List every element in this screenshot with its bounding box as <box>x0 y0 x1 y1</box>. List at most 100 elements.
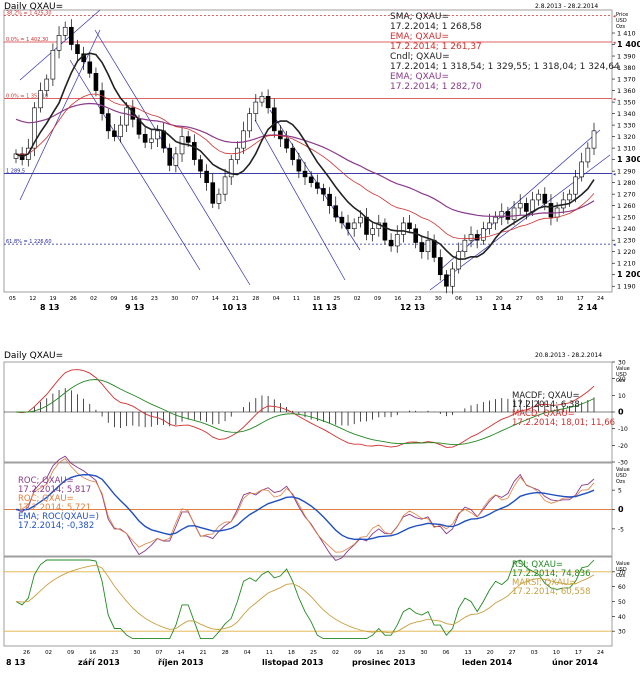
hline-label-0: 38.2% = 1 425,30 <box>6 10 52 16</box>
bottom-x-month-label-5: leden 2014 <box>462 658 513 667</box>
candle-body-45 <box>290 147 296 160</box>
candle-body-67 <box>425 239 431 253</box>
bottom-x-day-label-23: 03 <box>531 650 538 656</box>
x-day-label-29: 24 <box>597 296 604 302</box>
x-month-label-5: 1 14 <box>492 303 512 312</box>
x-day-label-3: 26 <box>70 296 77 302</box>
y-tick-label-10: 1 310 <box>617 145 636 153</box>
hline-marker-0: ◂ <box>613 13 616 19</box>
hline-marker-1: ◂ <box>613 40 616 46</box>
main-legend-name-0: SMA; QXAU= <box>390 12 449 22</box>
unit-label-1: USD <box>616 18 627 24</box>
rsi-y-tick-label-4: 30 <box>618 629 626 636</box>
bottom-x-day-label-21: 20 <box>487 650 494 656</box>
candle-body-66 <box>419 242 425 253</box>
macd-y-tick-label-1: 20 <box>618 376 626 383</box>
macd-date-range: 20.8.2013 - 28.2.2014 <box>535 352 603 359</box>
candle-body-55 <box>351 222 357 229</box>
candle-body-85 <box>536 193 541 201</box>
roc-2-line <box>15 457 595 553</box>
rsi-unit-label-2: Ozs <box>616 573 626 579</box>
x-day-label-0: 05 <box>9 296 16 302</box>
rsi-unit-label-1: USD <box>616 567 627 573</box>
candle-body-6 <box>50 49 56 80</box>
x-day-label-17: 02 <box>354 296 361 302</box>
candle-body-79 <box>499 211 505 218</box>
x-day-label-13: 04 <box>273 296 280 302</box>
y-tick-label-7: 1 340 <box>617 110 636 118</box>
rsi-legend-name-0: RSI; QXAU= <box>512 560 563 570</box>
bottom-x-day-label-26: 24 <box>597 650 604 656</box>
sma-line <box>15 52 595 261</box>
y-tick-label-15: 1 260 <box>617 202 636 210</box>
candle-body-94 <box>591 130 597 149</box>
roc-legend-name-2: EMA; ROC(QXAU=) <box>18 512 99 522</box>
y-tick-label-0: 1 410 <box>617 30 636 38</box>
main-legend-name-2: Cndl; QXAU= <box>390 52 450 62</box>
candle-body-48 <box>308 176 314 183</box>
candle-body-39 <box>253 101 259 114</box>
candle-body-4 <box>38 90 43 109</box>
roc-ema-line <box>15 473 595 541</box>
candle-body-80 <box>505 211 511 220</box>
y-tick-label-5: 1 360 <box>617 87 636 95</box>
y-tick-label-20: 1 210 <box>617 260 636 268</box>
hline-label-4: 61.8% = 1 226,60 <box>6 239 52 245</box>
candle-body-50 <box>321 188 326 195</box>
bottom-x-day-label-4: 23 <box>111 650 118 656</box>
candle-body-93 <box>585 147 591 163</box>
main-date-range: 2.8.2013 - 28.2.2014 <box>535 3 599 10</box>
bottom-x-day-label-7: 14 <box>178 650 185 656</box>
bottom-x-month-label-6: únor 2014 <box>552 658 598 667</box>
candle-body-3 <box>32 107 37 149</box>
hline-marker-4: ◂ <box>613 242 616 248</box>
main-legend-value-0: 17.2.2014; 1 268,58 <box>390 22 482 32</box>
x-day-label-19: 16 <box>394 296 401 302</box>
bottom-x-day-label-12: 18 <box>288 650 295 656</box>
x-month-label-0: 8 13 <box>40 303 59 312</box>
x-day-label-20: 23 <box>415 296 422 302</box>
y-tick-label-8: 1 330 <box>617 122 636 130</box>
channel-line-1 <box>19 29 101 201</box>
candle-body-70 <box>444 274 449 287</box>
candle-body-64 <box>407 222 412 229</box>
y-tick-label-6: 1 350 <box>617 99 636 107</box>
y-tick-label-2: 1 390 <box>617 53 636 61</box>
roc-y-tick-label-1: 0 <box>618 505 624 514</box>
x-month-label-1: 9 13 <box>125 303 144 312</box>
candle-body-24 <box>161 130 166 149</box>
candle-body-23 <box>155 130 160 140</box>
roc-y-tick-label-0: 5 <box>618 488 622 495</box>
rsi-y-tick-label-1: 60 <box>618 584 626 591</box>
candle-body-30 <box>198 159 203 172</box>
candle-body-78 <box>493 216 498 224</box>
macd-y-tick-label-2: 10 <box>618 393 626 400</box>
rsi-y-tick-label-0: 70 <box>618 569 626 576</box>
candle-body-14 <box>99 90 105 114</box>
y-tick-label-13: 1 280 <box>617 179 636 187</box>
x-day-label-14: 11 <box>293 296 300 302</box>
candle-body-22 <box>148 138 154 143</box>
x-day-label-9: 07 <box>191 296 198 302</box>
x-day-label-28: 17 <box>577 296 584 302</box>
candle-body-58 <box>370 228 375 235</box>
channel-line-5 <box>269 109 361 251</box>
macd-y-tick-label-6: -30 <box>618 460 628 467</box>
rsi-y-tick-label-2: 50 <box>618 599 626 606</box>
y-tick-label-9: 1 320 <box>617 133 636 141</box>
y-tick-label-16: 1 250 <box>617 214 636 222</box>
candle-body-36 <box>235 147 240 160</box>
x-day-label-1: 12 <box>29 296 36 302</box>
x-day-label-7: 23 <box>151 296 158 302</box>
candle-body-10 <box>75 44 80 55</box>
bottom-x-month-label-3: listopad 2013 <box>262 658 323 667</box>
x-day-label-8: 30 <box>171 296 178 302</box>
macd-chart-title: Daily QXAU= <box>4 351 64 361</box>
roc-unit-label-1: USD <box>616 473 627 479</box>
rsi-legend-value-0: 17.2.2014; 74,836 <box>512 569 591 579</box>
channel-line-4 <box>254 119 346 281</box>
y-tick-label-12: 1 290 <box>617 168 636 176</box>
hline-marker-3: ◂ <box>613 171 616 177</box>
candle-body-32 <box>210 182 216 204</box>
